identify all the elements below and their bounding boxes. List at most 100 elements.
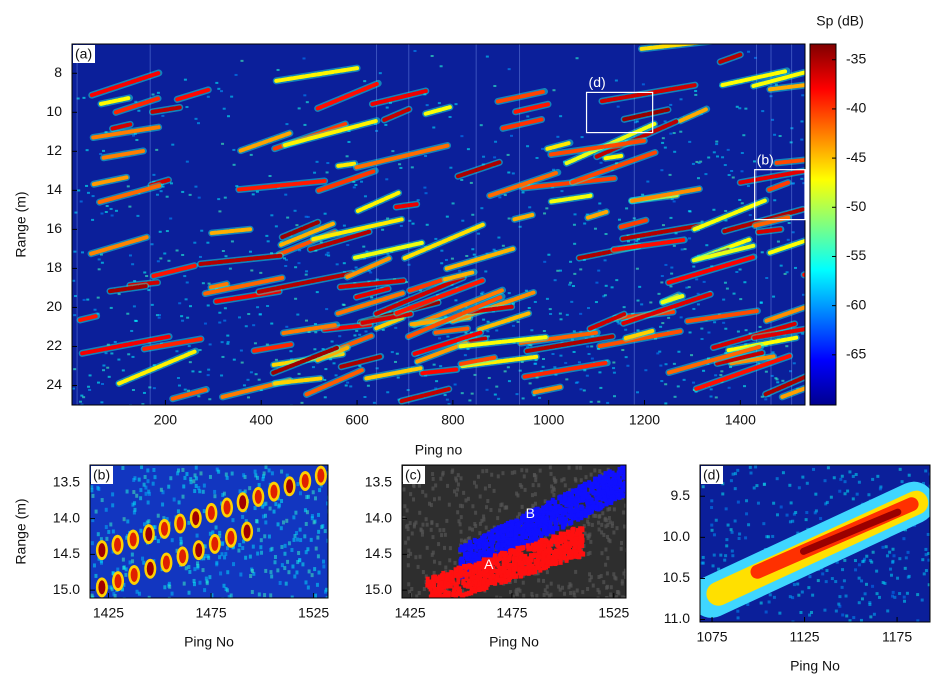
- echo-speckle: [402, 487, 405, 491]
- echo-speckle: [310, 538, 313, 542]
- echo-speckle: [642, 83, 645, 85]
- echo-ping-core: [179, 549, 186, 563]
- y-tick-label: 14.5: [53, 545, 80, 561]
- echo-speckle: [186, 161, 189, 163]
- echo-speckle: [891, 595, 894, 598]
- echo-speckle: [336, 263, 339, 265]
- class-pixel: [435, 577, 439, 582]
- echo-speckle: [644, 369, 647, 371]
- echo-speckle: [106, 205, 109, 207]
- echo-speckle: [712, 209, 715, 211]
- echo-speckle: [426, 546, 429, 550]
- echo-speckle: [105, 525, 108, 529]
- echo-speckle: [725, 544, 728, 547]
- echo-speckle: [73, 314, 76, 316]
- echo-speckle: [838, 490, 841, 493]
- class-pixel: [540, 519, 544, 524]
- echo-speckle: [830, 496, 833, 499]
- class-pixel: [507, 567, 511, 572]
- echo-speckle: [123, 517, 126, 521]
- echo-speckle: [343, 304, 346, 306]
- class-pixel: [538, 546, 542, 551]
- echo-speckle: [673, 363, 676, 365]
- class-pixel: [564, 508, 568, 513]
- echo-speckle: [664, 383, 667, 385]
- echo-speckle: [241, 515, 244, 519]
- echo-speckle: [580, 478, 583, 482]
- echo-speckle: [811, 594, 814, 597]
- class-pixel: [463, 552, 467, 557]
- echo-speckle: [773, 199, 776, 201]
- echo-speckle: [710, 506, 713, 509]
- echo-speckle: [457, 519, 460, 523]
- echo-speckle: [702, 556, 705, 559]
- echo-speckle: [475, 485, 478, 489]
- echo-speckle: [189, 305, 192, 307]
- echo-speckle: [117, 359, 120, 361]
- echo-speckle: [189, 361, 192, 363]
- echo-speckle: [306, 101, 309, 103]
- echo-speckle: [609, 539, 612, 543]
- echo-speckle: [460, 179, 463, 181]
- echo-speckle: [267, 240, 270, 242]
- echo-speckle: [786, 514, 789, 517]
- class-pixel: [599, 505, 603, 510]
- echo-speckle: [664, 402, 667, 404]
- echo-speckle: [194, 186, 197, 188]
- echo-speckle: [547, 254, 550, 256]
- echo-speckle: [126, 519, 129, 523]
- echo-speckle: [552, 89, 555, 91]
- class-pixel: [467, 591, 471, 596]
- echo-speckle: [528, 307, 531, 309]
- echo-speckle: [193, 489, 196, 493]
- echo-speckle: [664, 147, 667, 149]
- echo-speckle: [552, 493, 555, 497]
- echo-speckle: [776, 381, 779, 383]
- echo-speckle: [158, 314, 161, 316]
- echo-speckle: [304, 580, 307, 584]
- y-tick-label: 13.5: [365, 474, 392, 490]
- echo-speckle: [456, 510, 459, 514]
- echo-speckle: [217, 88, 220, 90]
- echo-speckle: [305, 522, 308, 526]
- echo-speckle: [610, 585, 613, 589]
- class-pixel: [581, 552, 585, 557]
- echo-speckle: [232, 149, 235, 151]
- echo-speckle: [241, 546, 244, 550]
- echo-speckle: [854, 568, 857, 571]
- echo-speckle: [296, 560, 299, 564]
- echo-speckle: [471, 504, 474, 508]
- echo-speckle: [680, 98, 683, 100]
- class-pixel: [597, 495, 601, 500]
- echo-speckle: [759, 326, 762, 328]
- echo-speckle: [573, 243, 576, 245]
- echo-speckle: [137, 110, 140, 112]
- echo-speckle: [305, 320, 308, 322]
- echo-speckle: [230, 96, 233, 98]
- echo-speckle: [327, 496, 330, 500]
- class-pixel: [435, 602, 439, 607]
- echo-speckle: [903, 600, 906, 603]
- echo-speckle: [574, 597, 577, 601]
- echo-speckle: [493, 156, 496, 158]
- echo-speckle: [451, 470, 454, 474]
- echo-speckle: [418, 484, 421, 488]
- echo-speckle: [213, 494, 216, 498]
- echo-speckle: [274, 560, 277, 564]
- echo-speckle: [834, 580, 837, 583]
- echo-speckle: [793, 583, 796, 586]
- echo-speckle: [146, 521, 149, 525]
- class-pixel: [443, 590, 447, 595]
- echo-speckle: [275, 225, 278, 227]
- echo-speckle: [572, 591, 575, 595]
- echo-speckle: [130, 330, 133, 332]
- echo-speckle: [680, 316, 683, 318]
- echo-speckle: [327, 252, 330, 254]
- x-tick-label: 1175: [882, 629, 912, 645]
- echo-speckle: [494, 141, 497, 143]
- class-pixel: [498, 553, 502, 558]
- echo-speckle: [471, 248, 474, 250]
- class-pixel: [459, 557, 463, 562]
- echo-speckle: [792, 231, 795, 233]
- echo-speckle: [285, 519, 288, 523]
